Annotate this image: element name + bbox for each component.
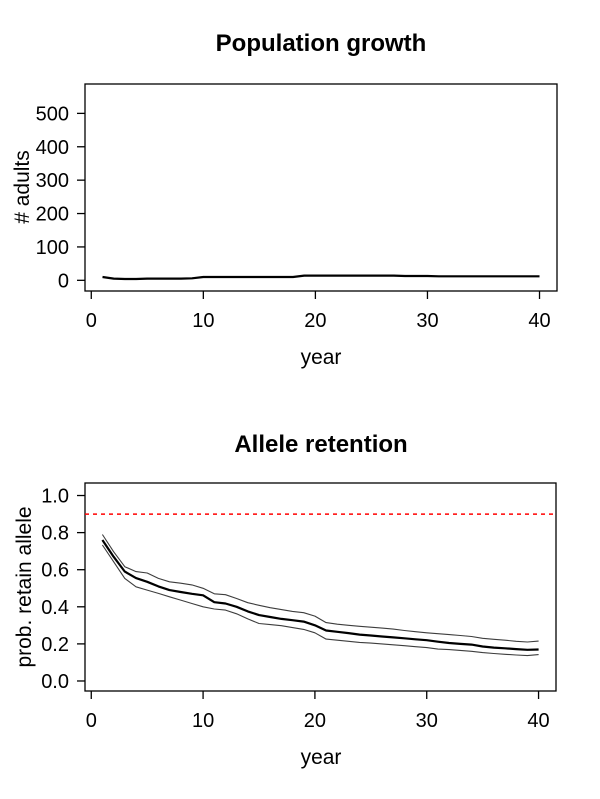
allele-retention-xlabel: year [300,746,342,769]
allele-retention-title: Allele retention [234,431,408,458]
y-tick-label: 0.8 [41,523,69,545]
y-tick-label: 0.6 [41,560,69,582]
population-growth-title: Population growth [215,30,427,57]
x-tick-label: 40 [527,710,549,732]
y-tick-label: 0.0 [41,671,69,693]
series-line [102,274,540,281]
x-tick-label: 20 [304,310,326,332]
population-growth-xlabel: year [300,346,342,369]
y-tick-label: 400 [36,137,69,159]
plot-box [84,482,557,692]
x-tick-label: 0 [86,710,97,732]
y-tick-label: 500 [36,103,69,125]
y-tick-label: 0.4 [41,597,69,619]
y-tick-label: 0.2 [41,634,69,656]
x-tick-label: 30 [416,710,438,732]
y-tick-label: 1.0 [41,486,69,508]
x-tick-label: 40 [528,310,550,332]
x-tick-label: 30 [416,310,438,332]
x-tick-label: 0 [86,310,97,332]
x-tick-label: 10 [192,710,214,732]
x-tick-label: 10 [192,310,214,332]
y-tick-label: 200 [36,204,69,226]
x-tick-label: 20 [304,710,326,732]
series-line [101,544,539,657]
y-tick-label: 100 [36,237,69,259]
series-line [101,534,539,643]
plot-box [84,83,558,292]
y-tick-label: 300 [36,170,69,192]
y-tick-label: 0 [58,270,69,292]
series-line [101,539,539,651]
